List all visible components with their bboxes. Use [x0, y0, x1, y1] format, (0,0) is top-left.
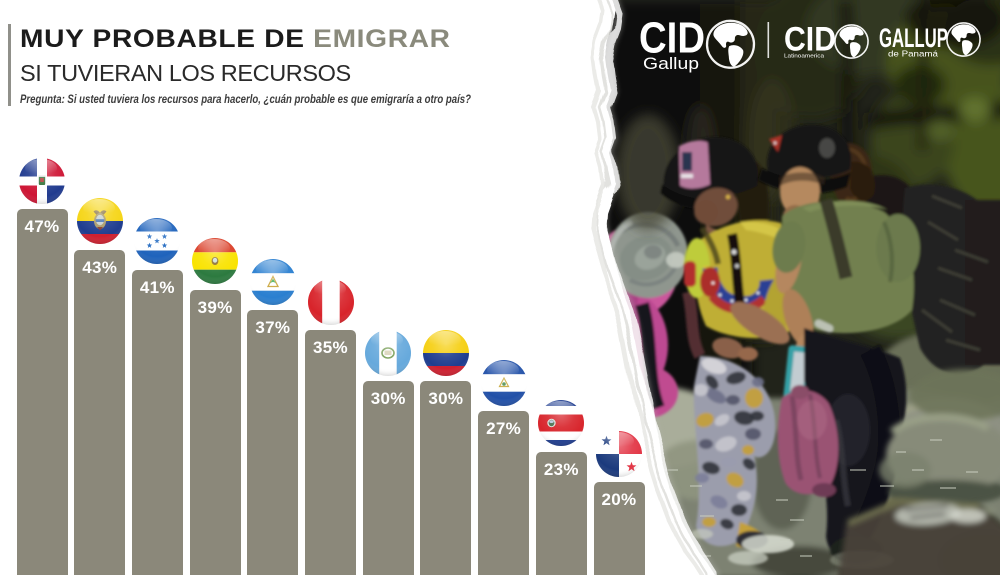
svg-text:CID: CID	[639, 14, 705, 63]
svg-text:CID: CID	[784, 21, 836, 59]
svg-text:Latinoamerica: Latinoamerica	[784, 54, 825, 60]
svg-text:de Panamá: de Panamá	[888, 49, 938, 59]
svg-text:Gallup: Gallup	[643, 54, 699, 73]
svg-text:GALLUP: GALLUP	[879, 23, 948, 53]
